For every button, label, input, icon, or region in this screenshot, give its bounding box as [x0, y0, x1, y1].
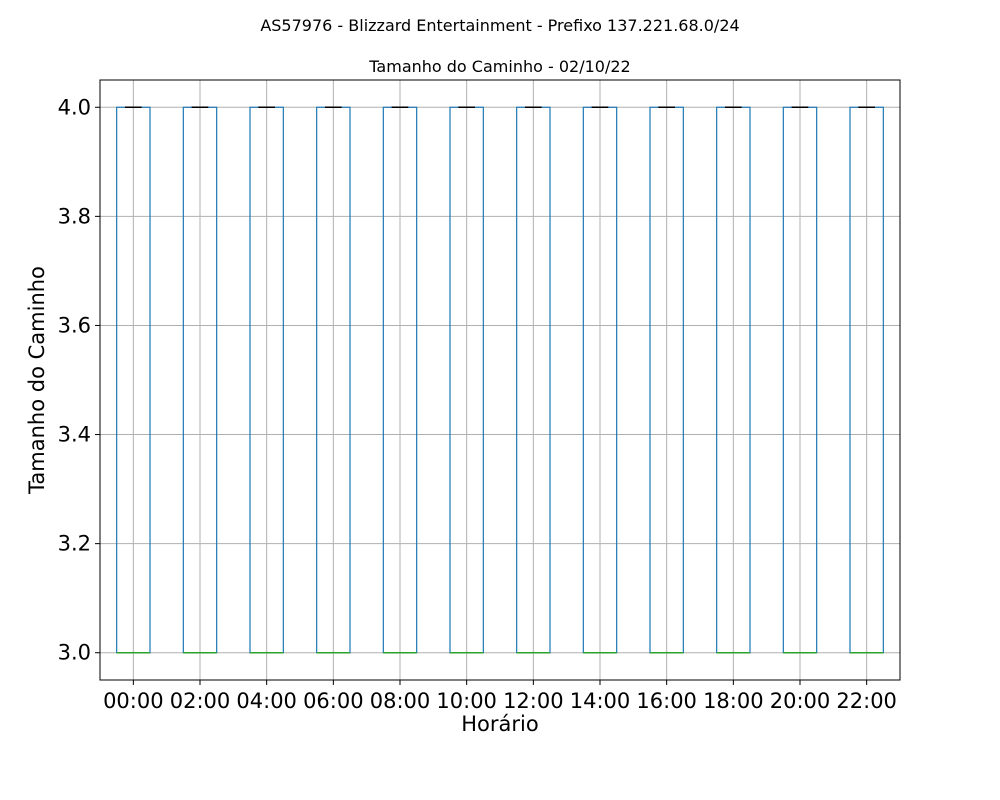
y-tick-layer: 3.0 3.2 3.4 3.6 3.8 4.0 — [58, 95, 100, 665]
y-axis-label: Tamanho do Caminho — [25, 266, 49, 495]
y-tick-label: 3.2 — [58, 532, 91, 556]
x-tick-label: 16:00 — [636, 689, 697, 713]
x-tick-label: 10:00 — [436, 689, 497, 713]
chart-suptitle: AS57976 - Blizzard Entertainment - Prefi… — [260, 16, 739, 35]
box-layer — [116, 106, 884, 654]
y-tick-label: 4.0 — [58, 95, 91, 119]
chart-title: Tamanho do Caminho - 02/10/22 — [368, 57, 630, 76]
x-tick-label: 04:00 — [236, 689, 297, 713]
y-tick-label: 3.0 — [58, 641, 91, 665]
x-tick-label: 06:00 — [303, 689, 364, 713]
x-tick-label: 20:00 — [770, 689, 831, 713]
x-tick-label: 00:00 — [103, 689, 164, 713]
x-tick-label: 14:00 — [570, 689, 631, 713]
x-tick-label: 12:00 — [503, 689, 564, 713]
x-tick-label: 02:00 — [170, 689, 231, 713]
x-axis-label: Horário — [461, 712, 538, 736]
y-tick-label: 3.8 — [58, 204, 91, 228]
y-tick-label: 3.4 — [58, 423, 91, 447]
x-tick-label: 08:00 — [370, 689, 431, 713]
x-tick-layer: 00:00 02:00 04:00 06:00 08:00 10:00 12:00 14:00… — [103, 680, 897, 713]
grid-layer — [100, 80, 900, 680]
x-tick-label: 18:00 — [703, 689, 764, 713]
y-tick-label: 3.6 — [58, 313, 91, 337]
plot-area-frame — [99, 79, 901, 681]
x-tick-label: 22:00 — [836, 689, 897, 713]
